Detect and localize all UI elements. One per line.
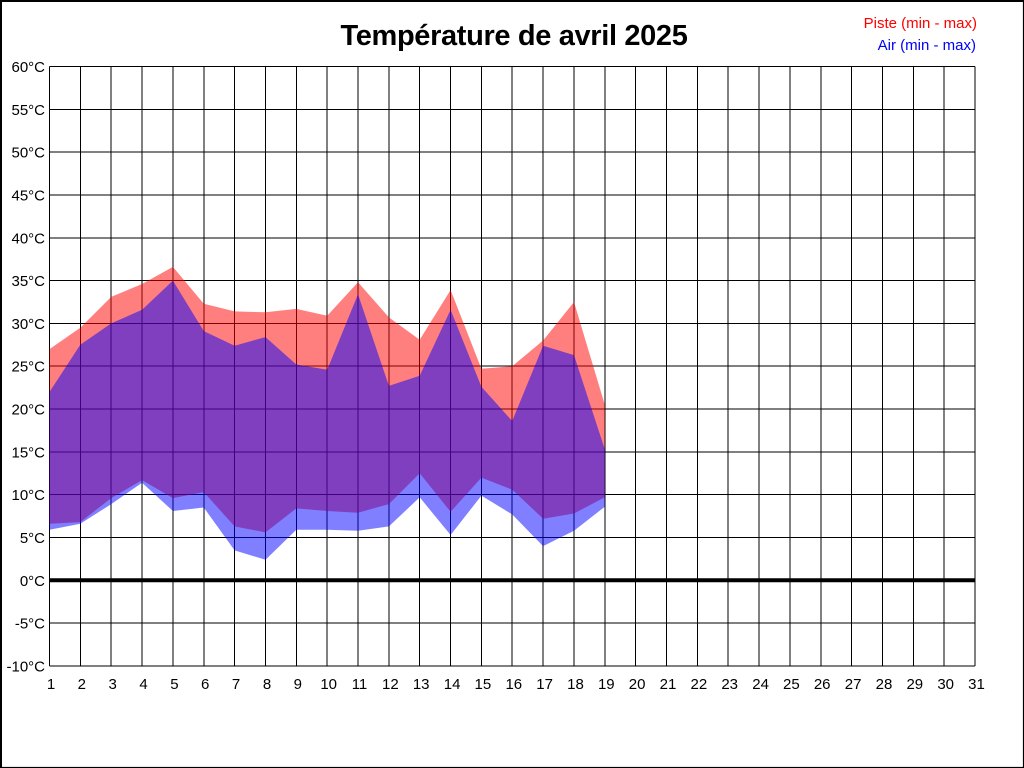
svg-text:23: 23 bbox=[721, 676, 738, 693]
svg-text:5°C: 5°C bbox=[20, 530, 45, 547]
svg-text:14: 14 bbox=[444, 676, 461, 693]
svg-text:Piste (min - max): Piste (min - max) bbox=[864, 15, 977, 32]
svg-text:5: 5 bbox=[170, 676, 178, 693]
svg-text:11: 11 bbox=[352, 676, 368, 693]
svg-text:-5°C: -5°C bbox=[15, 616, 45, 633]
svg-text:30°C: 30°C bbox=[11, 316, 45, 333]
svg-text:25°C: 25°C bbox=[11, 359, 45, 376]
svg-text:20: 20 bbox=[629, 676, 646, 693]
svg-text:55°C: 55°C bbox=[11, 102, 45, 119]
svg-text:31: 31 bbox=[968, 676, 985, 693]
svg-text:1: 1 bbox=[47, 676, 55, 693]
svg-text:15°C: 15°C bbox=[11, 444, 45, 461]
svg-text:25: 25 bbox=[783, 676, 800, 693]
svg-text:50°C: 50°C bbox=[11, 145, 45, 162]
svg-text:60°C: 60°C bbox=[11, 59, 45, 76]
svg-text:12: 12 bbox=[382, 676, 399, 693]
svg-text:15: 15 bbox=[475, 676, 492, 693]
svg-text:35°C: 35°C bbox=[11, 273, 45, 290]
svg-text:17: 17 bbox=[536, 676, 553, 693]
svg-text:45°C: 45°C bbox=[11, 188, 45, 205]
svg-text:19: 19 bbox=[598, 676, 615, 693]
svg-text:-10°C: -10°C bbox=[6, 659, 45, 676]
svg-text:2: 2 bbox=[78, 676, 86, 693]
svg-text:9: 9 bbox=[294, 676, 302, 693]
svg-text:6: 6 bbox=[201, 676, 209, 693]
svg-text:Air (min - max): Air (min - max) bbox=[878, 37, 976, 54]
svg-text:20°C: 20°C bbox=[11, 402, 45, 419]
svg-text:10: 10 bbox=[320, 676, 337, 693]
svg-text:18: 18 bbox=[567, 676, 584, 693]
svg-text:22: 22 bbox=[691, 676, 708, 693]
svg-text:24: 24 bbox=[752, 676, 769, 693]
svg-text:3: 3 bbox=[109, 676, 117, 693]
svg-text:Température de avril 2025: Température de avril 2025 bbox=[341, 20, 688, 52]
svg-text:8: 8 bbox=[263, 676, 271, 693]
svg-text:27: 27 bbox=[845, 676, 862, 693]
svg-text:26: 26 bbox=[814, 676, 831, 693]
svg-text:7: 7 bbox=[232, 676, 240, 693]
svg-text:30: 30 bbox=[937, 676, 954, 693]
svg-text:0°C: 0°C bbox=[20, 573, 45, 590]
svg-text:16: 16 bbox=[505, 676, 522, 693]
svg-text:4: 4 bbox=[139, 676, 147, 693]
svg-text:10°C: 10°C bbox=[11, 487, 45, 504]
svg-text:40°C: 40°C bbox=[11, 230, 45, 247]
svg-text:29: 29 bbox=[906, 676, 923, 693]
svg-text:21: 21 bbox=[660, 676, 677, 693]
svg-text:28: 28 bbox=[876, 676, 893, 693]
svg-text:13: 13 bbox=[413, 676, 430, 693]
